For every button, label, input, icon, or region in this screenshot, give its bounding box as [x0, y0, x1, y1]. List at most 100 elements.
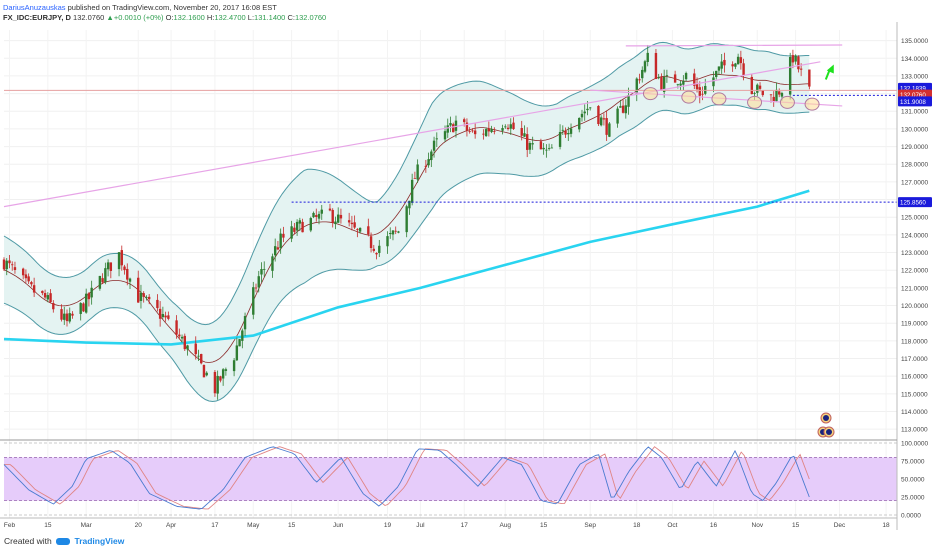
time-tick-label: Feb: [4, 522, 16, 529]
candle-body: [394, 230, 397, 232]
candle-body: [799, 68, 803, 70]
candle-body: [243, 316, 247, 330]
trendline: [3, 61, 821, 208]
candle-body: [761, 90, 764, 96]
candle-body: [317, 213, 321, 219]
candle-body: [778, 91, 781, 95]
price-tick-label: 121.0000: [901, 285, 928, 292]
event-dot-icon: [823, 415, 829, 421]
candle-body: [126, 268, 129, 280]
candle-body: [482, 133, 485, 135]
candle-body: [657, 77, 660, 79]
candle-body: [695, 84, 699, 90]
candle-body: [589, 107, 592, 109]
price-tick-label: 117.0000: [901, 356, 928, 363]
last-price: 132.0760: [73, 13, 105, 22]
price-tick-label: 113.0000: [901, 427, 928, 434]
ma200-line: [3, 189, 810, 346]
candle-body: [241, 330, 244, 341]
candle-body: [550, 147, 554, 149]
candle-body: [5, 260, 8, 270]
candle-body: [506, 127, 510, 130]
candle-body: [490, 129, 493, 133]
candle-body: [46, 295, 50, 300]
candle-body: [32, 285, 36, 293]
price-tick-label: 123.0000: [901, 250, 928, 257]
candle-body: [525, 134, 529, 150]
stochastic-k-line: [3, 446, 810, 510]
candle-body: [41, 290, 44, 294]
candle-body: [197, 355, 200, 357]
candle-body: [145, 297, 148, 298]
candle-body: [2, 259, 6, 270]
publish-info: published on TradingView.com, November 2…: [67, 3, 277, 12]
candle-body: [462, 119, 466, 123]
time-tick-label: 19: [384, 522, 392, 529]
candle-body: [769, 94, 773, 96]
candle-body: [561, 129, 565, 131]
tradingview-brand[interactable]: TradingView: [74, 536, 125, 546]
candle-body: [635, 78, 638, 95]
candle-body: [43, 293, 47, 298]
author-link[interactable]: DariusAnuzauskas: [3, 3, 66, 12]
candle-body: [186, 345, 189, 350]
candle-body: [509, 124, 512, 129]
time-tick-label: 17: [211, 522, 219, 529]
axes: 135.0000134.0000133.0000132.0000131.0000…: [0, 22, 932, 530]
candle-body: [200, 354, 203, 364]
close-label: C:: [287, 13, 295, 22]
candle-body: [679, 83, 682, 86]
price-tick-label: 122.0000: [901, 268, 928, 275]
stochastic-tick-label: 100.0000: [901, 441, 928, 448]
symbol-line: FX_IDC:EURJPY, D 132.0760 ▲+0.0010 (+0%)…: [3, 13, 326, 22]
price-tick-label: 127.0000: [901, 179, 928, 186]
candle-body: [82, 303, 85, 312]
candle-body: [580, 113, 584, 118]
time-tick-label: 16: [710, 522, 718, 529]
price-chart[interactable]: 135.0000134.0000133.0000132.0000131.0000…: [0, 0, 932, 530]
candle-body: [164, 315, 167, 318]
tradingview-logo-icon: [56, 538, 71, 546]
candle-body: [673, 74, 677, 83]
moving-average-200: [3, 189, 810, 346]
up-arrow-head-icon: [826, 64, 834, 74]
candle-body: [320, 209, 323, 214]
candle-body: [60, 309, 63, 320]
price-tick-label: 130.0000: [901, 126, 928, 133]
change-up-icon: ▲: [106, 13, 114, 22]
price-tick-label: 129.0000: [901, 144, 928, 151]
time-tick-label: May: [247, 522, 260, 529]
candle-body: [654, 52, 658, 79]
candle-body: [24, 274, 28, 279]
candle-body: [397, 231, 400, 233]
candle-body: [430, 151, 433, 161]
candle-body: [183, 335, 186, 350]
candle-body: [435, 138, 439, 140]
candle-body: [487, 128, 491, 132]
candle-body: [315, 215, 318, 217]
candle-body: [791, 55, 795, 63]
time-tick-label: 17: [461, 522, 469, 529]
candle-body: [684, 73, 688, 80]
price-badge-label: 131.9008: [900, 99, 926, 106]
candle-body: [468, 131, 471, 132]
candle-body: [780, 93, 784, 97]
candle-body: [219, 376, 222, 381]
time-tick-label: Jun: [333, 522, 344, 529]
candle-body: [597, 105, 600, 125]
candle-body: [736, 56, 740, 65]
price-tick-label: 114.0000: [901, 409, 928, 416]
candle-body: [389, 233, 392, 235]
candle-body: [139, 292, 143, 301]
candle-body: [701, 93, 704, 95]
candle-body: [624, 105, 628, 114]
candle-body: [372, 248, 376, 251]
candle-body: [788, 56, 792, 95]
candle-body: [367, 226, 370, 235]
candle-body: [578, 117, 581, 130]
candle-body: [109, 262, 113, 271]
candle-body: [471, 130, 474, 132]
candle-body: [49, 293, 52, 303]
candle-body: [693, 73, 696, 86]
time-tick-label: 15: [540, 522, 548, 529]
